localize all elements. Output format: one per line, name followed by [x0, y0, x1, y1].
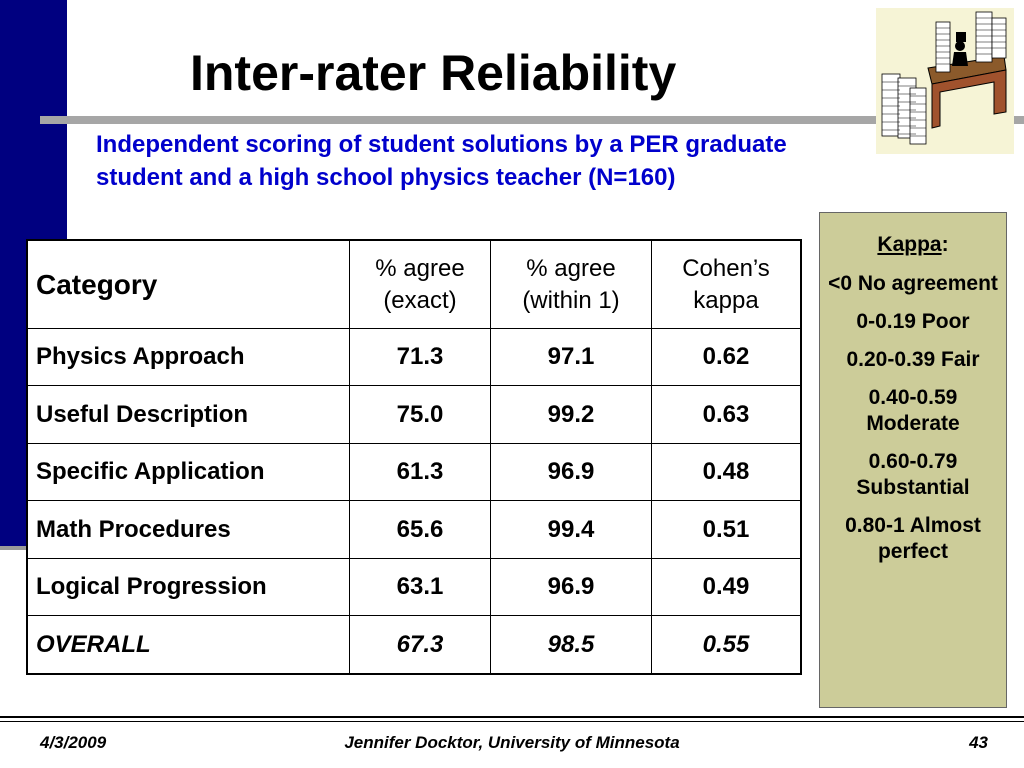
- table-row: Physics Approach 71.3 97.1 0.62: [26, 327, 802, 387]
- table-row: Useful Description 75.0 99.2 0.63: [26, 385, 802, 444]
- table-row-overall: OVERALL 67.3 98.5 0.55: [26, 615, 802, 675]
- row-category: Useful Description: [26, 385, 350, 444]
- kappa-legend: Kappa: <0 No agreement 0-0.19 Poor 0.20-…: [819, 212, 1007, 708]
- row-agree-exact: 61.3: [349, 442, 491, 502]
- footer-date: 4/3/2009: [40, 733, 107, 752]
- row-kappa: 0.48: [651, 442, 802, 502]
- row-agree-within-1: 97.1: [490, 327, 652, 387]
- overall-agree-within-1: 98.5: [490, 615, 652, 675]
- kappa-legend-heading-text: Kappa: [877, 233, 942, 256]
- footer-author: Jennifer Docktor, University of Minnesot…: [344, 733, 680, 752]
- table-row: Math Procedures 65.6 99.4 0.51: [26, 500, 802, 559]
- header-category: Category: [26, 239, 350, 329]
- kappa-legend-item: 0.20-0.39 Fair: [846, 348, 980, 371]
- row-agree-within-1: 96.9: [490, 557, 652, 617]
- row-agree-exact: 75.0: [349, 385, 491, 444]
- table-row: Logical Progression 63.1 96.9 0.49: [26, 557, 802, 617]
- kappa-legend-item: 0.60-0.79 Substantial: [856, 450, 970, 499]
- kappa-legend-heading-colon: :: [941, 233, 949, 256]
- row-category: Specific Application: [26, 442, 350, 502]
- table-row: Specific Application 61.3 96.9 0.48: [26, 442, 802, 502]
- kappa-legend-item: <0 No agreement: [828, 272, 998, 295]
- slide-title: Inter-rater Reliability: [190, 45, 677, 101]
- overall-label: OVERALL: [26, 615, 350, 675]
- footer-rule: [0, 716, 1024, 718]
- overall-kappa: 0.55: [651, 615, 802, 675]
- reliability-table: Category % agree (exact) % agree (within…: [26, 239, 802, 675]
- row-category: Logical Progression: [26, 557, 350, 617]
- row-agree-exact: 71.3: [349, 327, 491, 387]
- office-desk-paper-stacks-icon: [876, 8, 1014, 154]
- kappa-legend-item: 0.40-0.59 Moderate: [866, 386, 960, 435]
- row-kappa: 0.63: [651, 385, 802, 444]
- table-header-row: Category % agree (exact) % agree (within…: [26, 239, 802, 329]
- header-agree-within-1: % agree (within 1): [490, 239, 652, 329]
- slide-subtitle: Independent scoring of student solutions…: [96, 131, 787, 191]
- kappa-legend-item: 0.80-1 Almost perfect: [845, 514, 981, 563]
- row-kappa: 0.51: [651, 500, 802, 559]
- row-agree-exact: 65.6: [349, 500, 491, 559]
- row-agree-within-1: 96.9: [490, 442, 652, 502]
- row-agree-within-1: 99.4: [490, 500, 652, 559]
- overall-agree-exact: 67.3: [349, 615, 491, 675]
- header-agree-exact: % agree (exact): [349, 239, 491, 329]
- kappa-legend-heading: Kappa:: [820, 233, 1006, 257]
- header-cohens-kappa: Cohen’s kappa: [651, 239, 802, 329]
- kappa-legend-item: 0-0.19 Poor: [856, 310, 970, 333]
- row-kappa: 0.49: [651, 557, 802, 617]
- row-agree-exact: 63.1: [349, 557, 491, 617]
- footer-rule-thin: [0, 721, 1024, 722]
- row-kappa: 0.62: [651, 327, 802, 387]
- row-agree-within-1: 99.2: [490, 385, 652, 444]
- row-category: Math Procedures: [26, 500, 350, 559]
- row-category: Physics Approach: [26, 327, 350, 387]
- footer-page-number: 43: [969, 733, 988, 752]
- title-rule: [40, 116, 1024, 124]
